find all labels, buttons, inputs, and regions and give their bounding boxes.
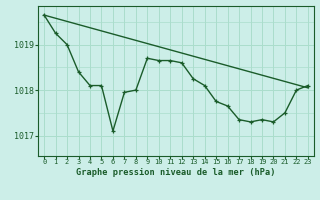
X-axis label: Graphe pression niveau de la mer (hPa): Graphe pression niveau de la mer (hPa) bbox=[76, 168, 276, 177]
